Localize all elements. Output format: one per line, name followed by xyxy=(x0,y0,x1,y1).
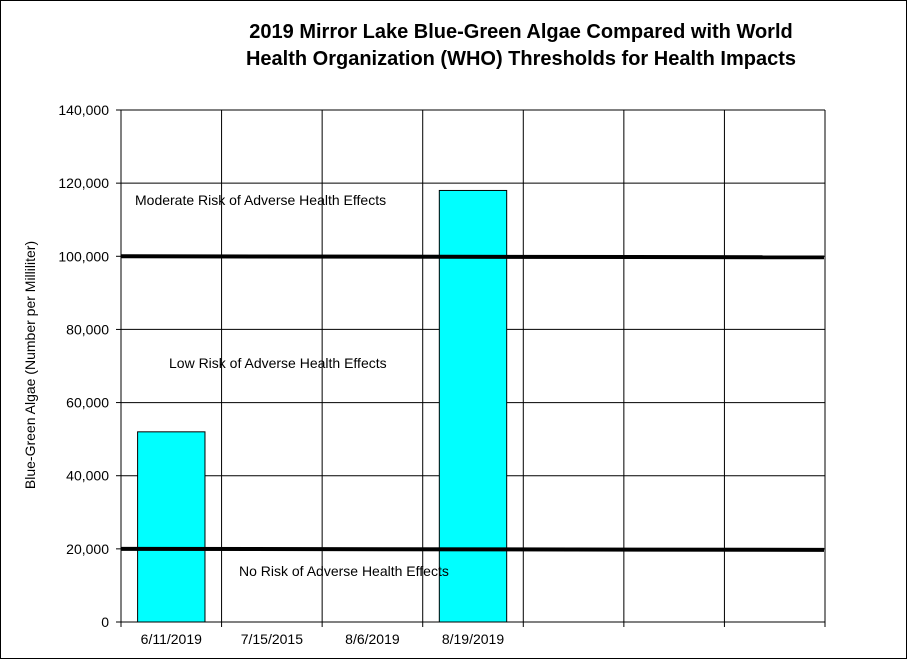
x-tick-label: 8/6/2019 xyxy=(345,631,400,647)
threshold-line xyxy=(120,546,825,552)
y-tick-label: 140,000 xyxy=(58,102,109,118)
annotation-moderate-risk: Moderate Risk of Adverse Health Effects xyxy=(135,192,387,208)
x-tick-label: 6/11/2019 xyxy=(141,631,202,647)
annotation-low-risk: Low Risk of Adverse Health Effects xyxy=(169,355,387,371)
y-tick-label: 0 xyxy=(101,614,109,630)
y-axis-label: Blue-Green Algae (Number per Milliliter) xyxy=(22,241,38,489)
y-tick-label: 40,000 xyxy=(66,468,109,484)
y-tick-label: 100,000 xyxy=(58,248,109,264)
bar xyxy=(137,431,206,623)
x-tick-label: 7/15/2015 xyxy=(241,631,303,647)
x-tick-labels: 6/11/2019 7/15/2015 8/6/2019 8/19/2019 xyxy=(141,631,505,647)
chart-title: 2019 Mirror Lake Blue-Green Algae Compar… xyxy=(121,19,907,73)
y-tick-label: 20,000 xyxy=(66,541,109,557)
annotation-no-risk: No Risk of Adverse Health Effects xyxy=(239,563,449,579)
threshold-lines xyxy=(120,254,825,552)
y-tick-label: 60,000 xyxy=(66,395,109,411)
y-tick-label: 80,000 xyxy=(66,321,109,337)
axes xyxy=(116,109,826,627)
chart-title-line-1: 2019 Mirror Lake Blue-Green Algae Compar… xyxy=(249,21,793,43)
chart-title-line-2: Health Organization (WHO) Thresholds for… xyxy=(245,48,797,70)
y-tick-labels: 0 20,000 40,000 60,000 80,000 100,000 120,000 1… xyxy=(58,102,109,630)
x-tick-label: 8/19/2019 xyxy=(442,631,504,647)
y-tick-label: 120,000 xyxy=(58,175,109,191)
threshold-line xyxy=(120,254,825,260)
